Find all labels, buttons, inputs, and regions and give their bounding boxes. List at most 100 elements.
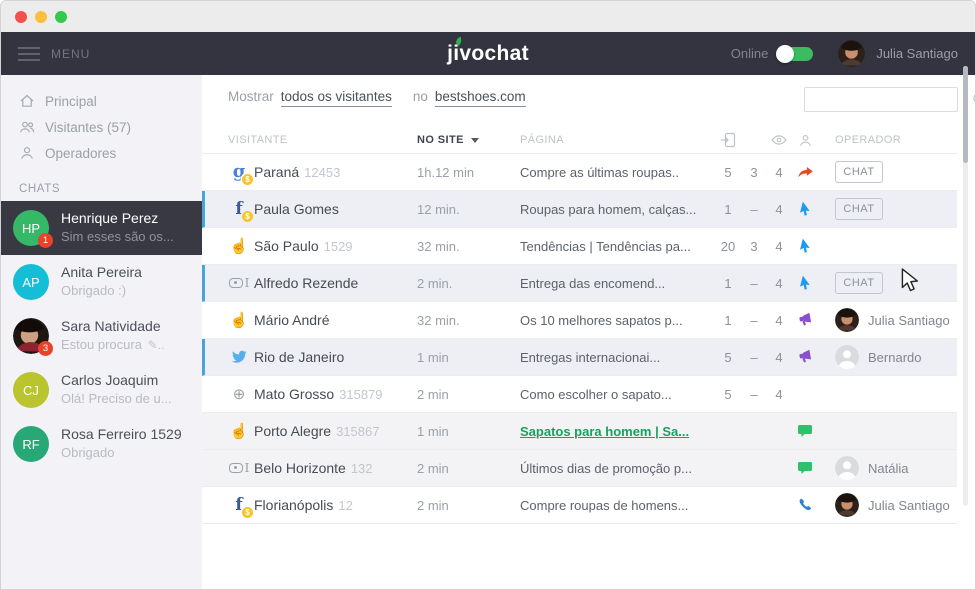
visitor-row[interactable]: ☝ Porto Alegre 315867 1 min Sapatos para … (202, 413, 957, 450)
status-phone-icon (799, 498, 811, 511)
visitor-row[interactable]: I Alfredo Rezende 2 min. Entrega das enc… (202, 265, 957, 302)
scrollbar-thumb[interactable] (963, 66, 968, 163)
time-on-site: 2 min. (417, 275, 453, 291)
sidebar-item-operadores[interactable]: Operadores (1, 140, 202, 166)
site-filter-dropdown[interactable]: bestshoes.com (434, 89, 526, 107)
visits-count: 4 (775, 201, 783, 217)
home-icon (20, 94, 34, 107)
visitor-row[interactable]: ☝ São Paulo 1529 32 min. Tendências | Ten… (202, 228, 957, 265)
visitor-row[interactable]: f $ Paula Gomes 12 min. Roupas para homem… (202, 191, 957, 228)
menu-label: MENU (51, 46, 91, 61)
chat-message-preview: Obrigado (61, 445, 115, 460)
unread-badge: 3 (38, 341, 53, 356)
minimize-window-button[interactable] (35, 10, 47, 23)
visitor-row[interactable]: f $ Florianópolis 12 2 min Compre roupas d… (202, 487, 957, 524)
table-header: VISITANTE NO SITE PÁGINA OPERADOR (202, 127, 957, 154)
chat-avatar-initials: CJ (13, 372, 49, 408)
search-input[interactable] (805, 88, 972, 111)
visitors-filter-dropdown[interactable]: todos os visitantes (280, 89, 392, 107)
online-status-label: Online (730, 46, 769, 61)
operator-avatar (835, 345, 859, 369)
chat-list-item[interactable]: CJ Carlos Joaquim Olá! Preciso de u... (1, 363, 202, 417)
chat-contact-name: Carlos Joaquim (61, 372, 159, 388)
chat-avatar-initials: AP (13, 264, 49, 300)
visitor-panel: Mostrar todos os visitantes no bestshoes… (202, 75, 975, 589)
menu-button[interactable]: MENU (18, 46, 91, 61)
pages-count: 20 (720, 238, 736, 254)
logo-text: jivochat (447, 41, 529, 65)
visitor-row[interactable]: I Belo Horizonte 132 2 min Últimos dias d… (202, 450, 957, 487)
views-count: – (750, 201, 758, 217)
pages-count: 5 (724, 349, 732, 365)
sidebar: Principal Visitantes (57) Operadores CHA… (1, 75, 202, 589)
chat-avatar-photo: 3 (13, 318, 53, 356)
time-on-site: 12 min. (417, 201, 460, 217)
sidebar-item-principal[interactable]: Principal (1, 88, 202, 114)
crosshair-source-icon: ⊕ (232, 385, 246, 403)
chats-heading: CHATS (19, 183, 61, 195)
chat-contact-name: Henrique Perez (61, 210, 159, 226)
visitor-id: 12 (338, 498, 353, 513)
visits-count: 4 (775, 275, 783, 291)
time-on-site: 2 min (417, 497, 449, 513)
chat-avatar-initials: HP 1 (13, 210, 53, 248)
chat-button[interactable]: CHAT (835, 161, 883, 183)
operator-name: Julia Santiago (868, 312, 950, 328)
time-on-site: 1 min (417, 349, 449, 365)
chat-avatar-initials: RF (13, 426, 49, 462)
current-page: Compre as últimas roupas.. (520, 164, 679, 180)
visitor-row[interactable]: ⊕ Mato Grosso 315879 2 min Como escolher … (202, 376, 957, 413)
pages-visited-icon (715, 132, 741, 148)
visitor-row[interactable]: ☝ Mário André 32 min. Os 10 melhores sap… (202, 302, 957, 339)
filter-on-label: no (412, 89, 428, 104)
time-on-site: 2 min (417, 386, 449, 402)
user-avatar[interactable] (838, 40, 866, 67)
online-toggle[interactable] (776, 44, 814, 63)
chat-button[interactable]: CHAT (835, 272, 883, 294)
chat-message-preview: Obrigado :) (61, 283, 127, 298)
zoom-window-button[interactable] (55, 10, 67, 23)
unread-badge: 1 (38, 233, 53, 248)
visitor-person-icon (791, 133, 819, 148)
visitor-name: Rio de Janeiro (254, 349, 345, 365)
user-name[interactable]: Julia Santiago (876, 46, 958, 61)
chat-list-item[interactable]: HP 1 Henrique Perez Sim esses são os... (1, 201, 202, 255)
leaf-icon (456, 36, 462, 46)
pages-count: 1 (724, 312, 732, 328)
visitor-name: Paula Gomes (254, 201, 339, 217)
dollar-badge-icon: $ (242, 210, 253, 222)
chat-list-item[interactable]: 3 Sara Natividade Estou procura ✎.. (1, 309, 202, 363)
chat-list: HP 1 Henrique Perez Sim esses são os... A… (1, 201, 202, 471)
time-on-site: 32 min. (417, 238, 460, 254)
status-megaphone-icon (799, 349, 812, 363)
avatar-initials: HP (21, 220, 41, 236)
visitor-row[interactable]: Rio de Janeiro 1 min Entregas internacio… (202, 339, 957, 376)
views-count: – (750, 275, 758, 291)
operator-name: Julia Santiago (868, 497, 950, 513)
pages-count: 5 (724, 164, 732, 180)
visitor-id: 315879 (339, 387, 383, 402)
column-no-site[interactable]: NO SITE (417, 134, 520, 146)
hand-pointer-source-icon: ☝ (229, 422, 249, 440)
status-chat-bubble-icon (798, 461, 812, 474)
visitor-row[interactable]: g $ Paraná 12453 1h.12 min Compre as últim… (202, 154, 957, 191)
search-box (804, 87, 975, 112)
chat-button[interactable]: CHAT (835, 198, 883, 220)
visitor-name: Paraná (254, 164, 300, 180)
current-page: Compre roupas de homens... (520, 497, 689, 513)
current-page-link[interactable]: Sapatos para homem | Sa... (520, 423, 690, 439)
column-visitor: VISITANTE (228, 134, 288, 146)
chat-list-item[interactable]: AP Anita Pereira Obrigado :) (1, 255, 202, 309)
visitor-id: 12453 (304, 165, 341, 180)
sidebar-item-visitantes[interactable]: Visitantes (57) (1, 114, 202, 140)
chat-message-preview: Sim esses são os... (61, 229, 174, 244)
operator-avatar (835, 308, 859, 332)
column-page: PÁGINA (520, 134, 564, 146)
close-window-button[interactable] (15, 10, 27, 23)
operator-name: Bernardo (868, 349, 922, 365)
facebook-source-icon: f (235, 494, 243, 515)
scrollbar-track[interactable] (963, 66, 968, 506)
chat-list-item[interactable]: RF Rosa Ferreiro 1529 Obrigado (1, 417, 202, 471)
visits-count: 4 (775, 386, 783, 402)
